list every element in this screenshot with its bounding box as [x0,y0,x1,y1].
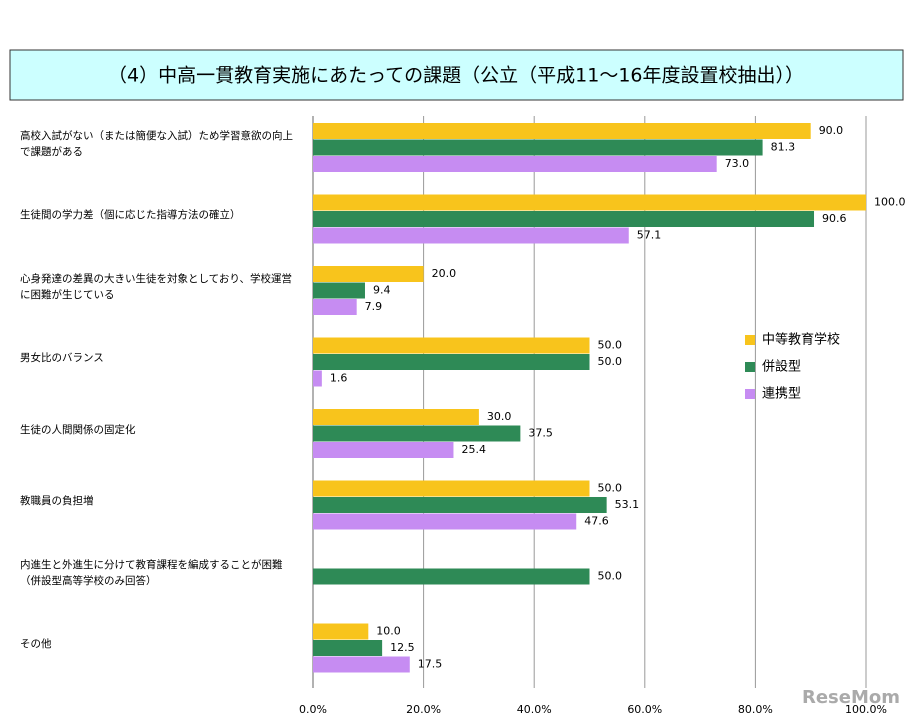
x-tick-label: 40.0% [517,703,552,716]
value-label: 57.1 [637,229,662,242]
bar [313,156,717,172]
value-label: 1.6 [330,372,348,385]
value-label: 90.6 [822,212,847,225]
legend-swatch [745,362,755,372]
value-label: 90.0 [819,124,844,137]
value-label: 30.0 [487,410,512,423]
bar [313,299,357,315]
y-tick-label: 男女比のバランス [20,352,104,365]
value-label: 12.5 [390,641,415,654]
bar [313,123,811,139]
bar [313,623,369,640]
x-tick-label: 80.0% [738,703,773,716]
x-tick-label: 60.0% [627,703,662,716]
value-label: 81.3 [771,141,796,154]
y-tick-label: 心身発達の差異の大きい生徒を対象としており、学校運営に困難が生じている [20,272,292,301]
watermark: ReseMom [802,687,900,708]
legend-swatch [745,335,755,345]
bar [313,139,763,156]
chart-title: （4）中高一貫教育実施にあたっての課題（公立（平成11～16年度設置校抽出）） [108,65,804,87]
bar [313,354,590,370]
value-label: 10.0 [376,625,401,638]
bar [313,656,410,673]
y-tick-label: その他 [20,638,52,651]
bar [313,282,365,299]
value-label: 50.0 [598,339,623,352]
bar [313,194,866,211]
value-label: 25.4 [461,443,486,456]
value-label: 47.6 [584,515,609,528]
bar [313,211,815,227]
bar [313,442,454,458]
bar [313,227,629,244]
bar [313,266,424,282]
legend-label: 連携型 [762,386,801,402]
y-tick-label: 内進生と外進生に分けて教育課程を編成することが困難（併設型高等学校のみ回答） [20,558,283,587]
value-label: 37.5 [528,427,553,440]
legend-swatch [745,389,755,399]
bar [313,640,383,656]
title-box [9,49,904,101]
value-label: 50.0 [598,482,623,495]
bar [313,337,590,354]
bar [313,513,577,530]
bar [313,425,521,442]
x-tick-label: 0.0% [299,703,327,716]
bar [313,409,479,425]
bar [313,568,590,585]
value-label: 17.5 [418,658,443,671]
value-label: 53.1 [615,498,640,511]
legend-label: 中等教育学校 [762,332,840,348]
value-label: 100.0 [874,196,906,209]
y-tick-label: 生徒間の学力差（個に応じた指導方法の確立） [20,209,241,222]
value-label: 50.0 [598,355,623,368]
legend-label: 併設型 [762,359,801,375]
value-label: 20.0 [432,267,457,280]
value-label: 9.4 [373,284,391,297]
bar [313,480,590,497]
y-tick-label: 教職員の負担増 [20,495,94,508]
y-tick-label: 生徒の人間関係の固定化 [20,423,136,436]
bar [313,497,607,513]
y-tick-label: 高校入試がない（または簡便な入試）ため学習意欲の向上で課題がある [20,129,293,158]
value-label: 7.9 [365,300,383,313]
x-tick-label: 100.0% [845,703,887,716]
bar [313,370,322,387]
value-label: 50.0 [598,570,623,583]
x-tick-label: 20.0% [406,703,441,716]
value-label: 73.0 [725,157,750,170]
